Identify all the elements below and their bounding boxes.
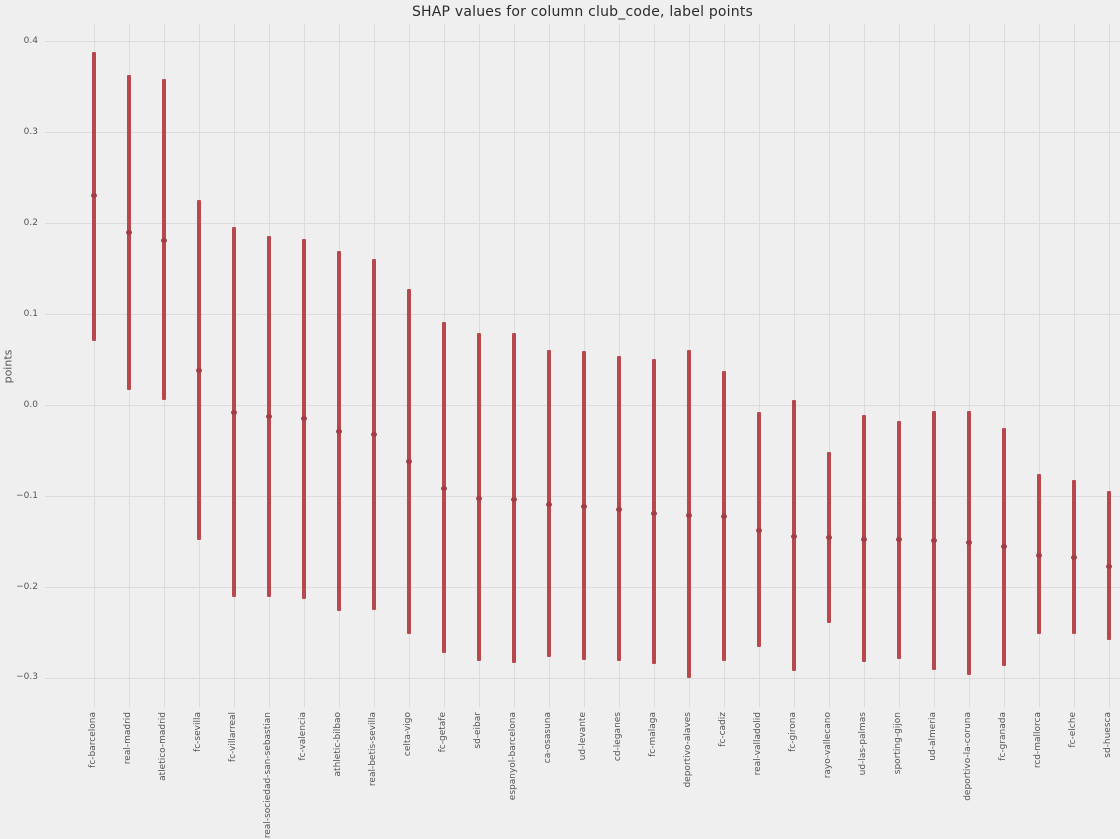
mean-marker	[720, 514, 727, 520]
y-tick-label: 0.3	[23, 126, 38, 137]
x-tick-label: ud-las-palmas	[858, 712, 868, 776]
y-tick-label: −0.3	[16, 672, 38, 683]
x-tick-label: fc-granada	[998, 712, 1008, 761]
y-axis-label: points	[1, 349, 15, 384]
mean-marker	[405, 458, 412, 464]
x-tick-label: sd-eibar	[473, 712, 483, 749]
gridline-v	[968, 24, 970, 707]
x-tick-label: fc-cadiz	[718, 712, 728, 747]
mean-marker	[475, 496, 482, 502]
x-tick-label: real-valladolid	[753, 712, 763, 776]
x-tick-label: espanyol-barcelona	[508, 712, 518, 801]
gridline-v	[863, 24, 865, 707]
x-tick-label: cd-leganes	[613, 712, 623, 762]
x-tick-label: fc-getafe	[438, 712, 448, 753]
mean-marker	[230, 409, 237, 415]
y-tick-label: 0.4	[23, 35, 38, 46]
x-tick-label: ud-almeria	[928, 712, 938, 761]
mean-marker	[685, 512, 692, 518]
mean-marker	[440, 486, 447, 492]
mean-marker	[265, 413, 272, 419]
x-tick-label: deportivo-la-coruna	[963, 712, 973, 801]
gridline-v	[1003, 24, 1005, 707]
x-tick-label: ca-osasuna	[543, 712, 553, 764]
y-tick-label: −0.2	[16, 581, 38, 592]
plot-area	[45, 24, 1120, 707]
gridline-h	[45, 677, 1120, 679]
gridline-v	[898, 24, 900, 707]
x-tick-label: fc-malaga	[648, 712, 658, 757]
mean-marker	[615, 507, 622, 513]
y-tick-label: 0.2	[23, 217, 38, 228]
x-tick-label: sporting-gijon	[893, 712, 903, 775]
gridline-h	[45, 41, 1120, 43]
x-tick-label: fc-valencia	[298, 712, 308, 761]
mean-marker	[545, 501, 552, 507]
mean-marker	[195, 368, 202, 373]
x-tick-label: fc-girona	[788, 712, 798, 752]
mean-marker	[1035, 552, 1042, 558]
mean-marker	[930, 538, 937, 544]
x-tick-label: fc-sevilla	[193, 712, 203, 752]
mean-marker	[755, 528, 762, 534]
x-tick-label: ud-levante	[578, 712, 588, 761]
gridline-v	[758, 24, 760, 707]
mean-marker	[860, 537, 867, 543]
mean-marker	[580, 503, 587, 509]
gridline-h	[45, 132, 1120, 134]
gridline-v	[723, 24, 725, 707]
x-tick-label: real-sociedad-san-sebastian	[263, 712, 273, 839]
x-tick-label: atletico-madrid	[158, 712, 168, 781]
gridline-h	[45, 314, 1120, 316]
x-tick-label: rayo-vallecano	[823, 712, 833, 779]
x-tick-label: fc-barcelona	[88, 712, 98, 768]
mean-marker	[895, 537, 902, 543]
gridline-v	[1038, 24, 1040, 707]
mean-marker	[300, 416, 307, 422]
x-tick-label: sd-huesca	[1103, 712, 1113, 758]
mean-marker	[510, 497, 517, 503]
mean-marker	[1070, 555, 1077, 561]
mean-marker	[335, 428, 342, 434]
gridline-v	[828, 24, 830, 707]
mean-marker	[790, 534, 797, 540]
x-tick-label: rcd-mallorca	[1033, 712, 1043, 769]
gridline-v	[933, 24, 935, 707]
x-tick-label: fc-villarreal	[228, 712, 238, 763]
gridline-v	[1108, 24, 1110, 707]
x-tick-label: real-madrid	[123, 712, 133, 765]
mean-marker	[370, 431, 377, 437]
mean-marker	[160, 238, 167, 243]
mean-marker	[1105, 563, 1112, 569]
mean-marker	[825, 535, 832, 541]
mean-marker	[125, 229, 132, 235]
mean-marker	[965, 539, 972, 545]
y-tick-label: −0.1	[16, 490, 38, 501]
mean-marker	[650, 510, 657, 516]
gridline-v	[1073, 24, 1075, 707]
gridline-h	[45, 223, 1120, 225]
mean-marker	[90, 193, 97, 199]
x-tick-label: real-betis-sevilla	[368, 712, 378, 787]
x-tick-label: deportivo-alaves	[683, 712, 693, 788]
y-tick-label: 0.1	[23, 308, 38, 319]
x-tick-label: fc-elche	[1068, 712, 1078, 748]
chart-title: SHAP values for column club_code, label …	[411, 4, 754, 20]
gridline-v	[93, 24, 95, 707]
x-tick-label: athletic-bilbao	[333, 712, 343, 777]
gridline-v	[793, 24, 795, 707]
y-tick-label: 0.0	[23, 399, 38, 410]
x-tick-label: celta-vigo	[403, 712, 413, 757]
mean-marker	[1000, 544, 1007, 550]
